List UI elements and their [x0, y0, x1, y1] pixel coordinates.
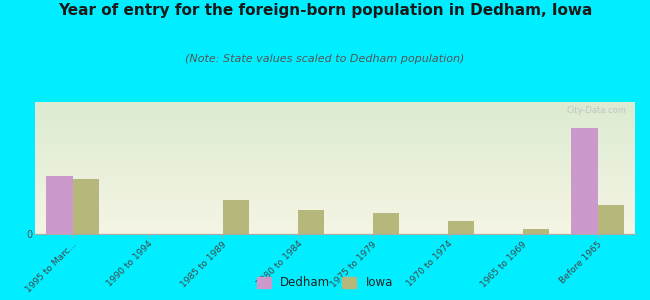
Bar [222, 200, 249, 234]
Bar [372, 213, 399, 234]
Bar [46, 176, 73, 234]
Text: Year of entry for the foreign-born population in Dedham, Iowa: Year of entry for the foreign-born popul… [58, 3, 592, 18]
Legend: Dedham, Iowa: Dedham, Iowa [252, 272, 398, 294]
Bar [571, 128, 597, 234]
Bar [298, 210, 324, 234]
Text: City-Data.com: City-Data.com [566, 106, 626, 115]
Text: (Note: State values scaled to Dedham population): (Note: State values scaled to Dedham pop… [185, 54, 465, 64]
Bar [523, 229, 549, 234]
Bar [597, 205, 624, 234]
Bar [73, 178, 99, 234]
Bar [448, 221, 474, 234]
